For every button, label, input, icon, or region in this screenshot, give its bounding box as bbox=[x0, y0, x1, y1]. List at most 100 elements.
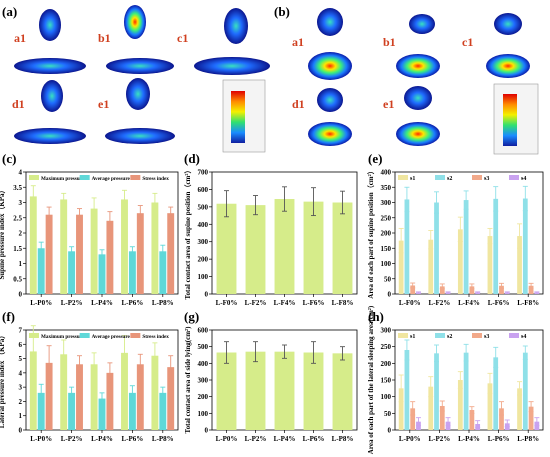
chart-f-legend-swatch bbox=[29, 333, 39, 338]
chart-g-bar bbox=[216, 352, 237, 430]
chart-g-ytick-label: 300 bbox=[198, 377, 209, 385]
chart-h-legend-label: s1 bbox=[410, 334, 415, 340]
chart-c-ytick-label: 0.5 bbox=[13, 275, 22, 283]
chart-h-legend-label: s2 bbox=[447, 334, 452, 340]
chart-f-bar bbox=[151, 355, 159, 430]
chart-c-legend-label: Maximum pressure bbox=[41, 176, 85, 182]
pressure-map-d1-top bbox=[41, 80, 63, 112]
chart-c-bar bbox=[167, 213, 175, 294]
chart-d-bar bbox=[332, 202, 353, 294]
chart-c: 0 0.5 1 1.5 2 2.5 3 3.5 4 Supine pressure index（K… bbox=[0, 169, 179, 307]
chart-f-bar bbox=[76, 364, 83, 430]
chart-e-xtick-label: L-F2% bbox=[429, 299, 451, 307]
chart-c-xtick-label: L-P8% bbox=[152, 299, 174, 307]
chart-c-bar bbox=[76, 214, 83, 294]
chart-c-ytick-label: 4 bbox=[19, 169, 23, 177]
chart-g-bar bbox=[274, 351, 295, 430]
chart-e-bar bbox=[469, 286, 475, 294]
chart-e-bar bbox=[522, 198, 528, 294]
chart-e: 0 50 100 150 200 250 300 350 400 Area of each par… bbox=[367, 167, 544, 307]
chart-d-ytick-label: 700 bbox=[198, 169, 209, 177]
chart-e-bar bbox=[398, 240, 404, 294]
chart-c-bar bbox=[68, 251, 76, 294]
chart-c-bar bbox=[29, 196, 37, 294]
chart-e-legend-swatch bbox=[435, 175, 445, 180]
map-label-a1: a1 bbox=[14, 31, 26, 45]
chart-e-legend-label: s2 bbox=[447, 176, 452, 182]
chart-h-ytick-label: 300 bbox=[381, 327, 392, 335]
pressure-map-side-e1-bottom bbox=[396, 122, 440, 146]
chart-f-xtick-label: L-P8% bbox=[152, 435, 174, 443]
chart-g-xtick-label: L-P8% bbox=[332, 435, 354, 443]
chart-h-bar bbox=[487, 383, 493, 430]
chart-f-ytick-label: 0 bbox=[19, 427, 23, 435]
chart-f-ytick-label: 1 bbox=[19, 412, 23, 420]
chart-g-xtick-label: L-P0% bbox=[216, 435, 238, 443]
chart-g-xtick-label: L-P2% bbox=[245, 435, 267, 443]
panel-label-b: (b) bbox=[274, 4, 290, 19]
pressure-map-side-b1-bottom bbox=[396, 54, 440, 78]
chart-c-ylabel: Supine pressure index（KPa） bbox=[0, 186, 6, 279]
chart-d-xtick-label: L-F8% bbox=[332, 299, 354, 307]
chart-h-bar bbox=[457, 380, 463, 430]
chart-h-legend-swatch bbox=[472, 333, 482, 338]
chart-e-xtick-label: L-F6% bbox=[488, 299, 510, 307]
pressure-map-d1-bottom bbox=[14, 128, 86, 144]
chart-g-bar bbox=[303, 352, 324, 430]
chart-f-ytick-label: 6 bbox=[19, 341, 23, 349]
chart-f-ytick-label: 2 bbox=[19, 398, 23, 406]
colour-scale-bar-a bbox=[231, 91, 245, 143]
chart-f-bar bbox=[90, 364, 98, 430]
chart-f-xtick-label: L-P2% bbox=[61, 435, 83, 443]
chart-e-ytick-label: 200 bbox=[381, 230, 392, 238]
map-label-d1: d1 bbox=[12, 97, 25, 111]
chart-h-bar bbox=[517, 388, 522, 430]
map-label-b1: b1 bbox=[98, 31, 111, 45]
chart-c-bar bbox=[37, 248, 45, 294]
chart-d-ytick-label: 100 bbox=[198, 273, 209, 281]
chart-f-bar bbox=[159, 392, 167, 430]
pressure-map-side-b1-top bbox=[409, 14, 435, 34]
chart-d-ytick-label: 600 bbox=[198, 186, 209, 194]
chart-h-legend-label: s3 bbox=[484, 334, 489, 340]
pressure-map-side-d1-top bbox=[317, 88, 343, 112]
chart-e-bar bbox=[517, 236, 522, 294]
chart-e-bar bbox=[439, 286, 445, 294]
chart-f-bar bbox=[60, 354, 68, 430]
chart-c-ytick-label: 2.5 bbox=[13, 214, 22, 222]
chart-c-legend-label: Average pressure bbox=[92, 176, 131, 182]
chart-f-bar bbox=[121, 352, 128, 430]
chart-h-legend-swatch bbox=[435, 333, 445, 338]
chart-d-xtick-label: L-F4% bbox=[274, 299, 296, 307]
chart-d-ytick-label: 0 bbox=[205, 291, 209, 299]
chart-d: 0 100 200 300 400 500 600 700 Total contact area… bbox=[184, 167, 358, 307]
chart-d-bar bbox=[303, 201, 324, 294]
chart-e-ytick-label: 350 bbox=[381, 184, 392, 192]
chart-d-bar bbox=[245, 205, 266, 294]
chart-e-legend-swatch bbox=[472, 175, 482, 180]
chart-e-legend-swatch bbox=[509, 175, 519, 180]
chart-f-xtick-label: L-P0% bbox=[30, 435, 52, 443]
pressure-map-side-c1-top bbox=[494, 13, 522, 35]
chart-h-bar bbox=[499, 408, 504, 430]
chart-e-bar bbox=[463, 200, 469, 294]
chart-f-legend-label: Average pressure bbox=[92, 334, 131, 340]
chart-d-ytick-label: 200 bbox=[198, 256, 209, 264]
chart-c-ytick-label: 1.5 bbox=[13, 245, 22, 253]
chart-h-bar bbox=[439, 406, 445, 430]
chart-g-ytick-label: 100 bbox=[198, 410, 209, 418]
chart-e-legend-label: s3 bbox=[484, 176, 489, 182]
chart-c-bar bbox=[136, 213, 144, 294]
chart-e-ytick-label: 0 bbox=[388, 291, 392, 299]
chart-f-ytick-label: 5 bbox=[19, 355, 23, 363]
chart-f-legend-label: Stress index bbox=[142, 334, 169, 340]
chart-e-legend: s1 s2 s3 s4 bbox=[398, 175, 526, 182]
chart-f-ytick-label: 4 bbox=[19, 369, 23, 377]
chart-h-ytick-label: 200 bbox=[381, 360, 392, 368]
map-label-b-c1: c1 bbox=[462, 35, 473, 49]
chart-f-bar bbox=[45, 362, 53, 430]
chart-c-xtick-label: L-P2% bbox=[61, 299, 83, 307]
panel-label-f: (f) bbox=[2, 309, 15, 324]
panel-label-g: (g) bbox=[184, 309, 199, 324]
